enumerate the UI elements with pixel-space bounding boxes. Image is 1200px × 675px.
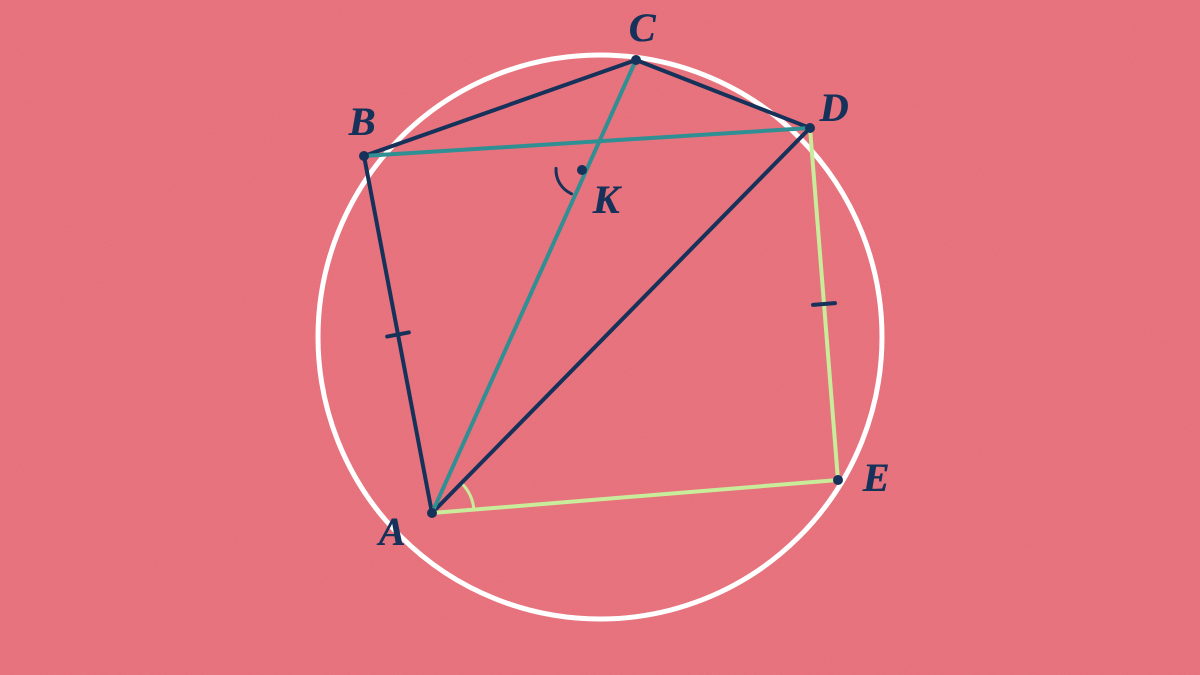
label-C: C — [629, 8, 656, 48]
label-D: D — [820, 88, 849, 128]
diagram-stage: A B C D E K — [0, 0, 1200, 675]
edges — [364, 60, 838, 513]
label-A: A — [379, 512, 406, 552]
angle-arcs — [461, 168, 571, 509]
label-B: B — [349, 102, 376, 142]
vertex-points — [359, 55, 843, 518]
label-K: K — [593, 180, 620, 220]
geometry-diagram — [0, 0, 1200, 675]
label-E: E — [863, 458, 890, 498]
